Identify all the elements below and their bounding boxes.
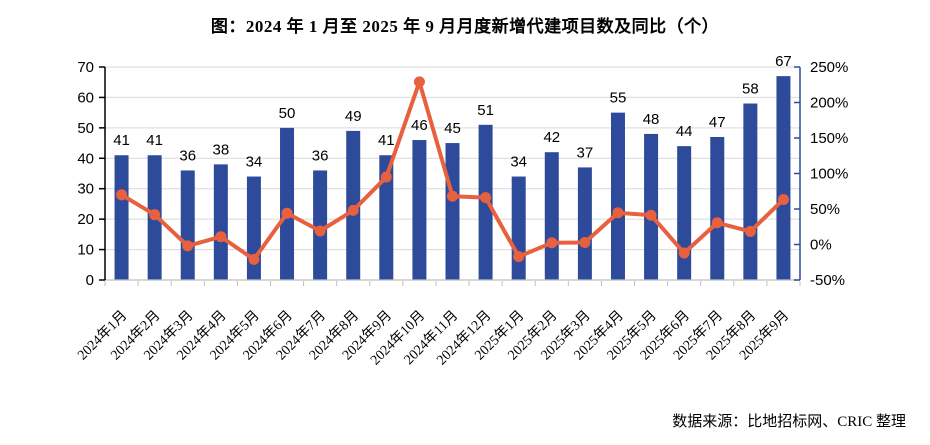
yoy-line-marker-2025年2月: [546, 237, 558, 249]
right-axis-tick-label: 100%: [810, 166, 848, 183]
yoy-line-marker-2025年7月: [711, 217, 723, 229]
right-axis-tick-label: 200%: [810, 95, 848, 112]
bar-2024年9月: [379, 155, 394, 280]
bar-value-label: 41: [146, 132, 163, 149]
yoy-line-marker-2024年3月: [182, 240, 194, 252]
yoy-line-marker-2024年6月: [281, 207, 293, 219]
data-source-note: 数据来源：比地招标网、CRIC 整理: [672, 414, 906, 430]
yoy-line-marker-2024年9月: [380, 171, 392, 183]
yoy-line-marker-2025年1月: [513, 251, 525, 263]
bar-2025年8月: [743, 103, 758, 280]
bar-value-label: 36: [312, 147, 329, 164]
yoy-line-marker-2024年1月: [116, 189, 128, 201]
bar-2024年7月: [313, 170, 328, 280]
bar-2025年2月: [544, 152, 559, 280]
bar-value-label: 47: [709, 114, 726, 131]
right-axis-tick-label: 250%: [810, 59, 848, 76]
left-axis-tick-label: 40: [77, 150, 94, 167]
bar-value-label: 34: [510, 154, 527, 171]
yoy-line-marker-2025年6月: [678, 247, 690, 259]
bar-value-label: 55: [610, 90, 627, 107]
yoy-line-marker-2024年12月: [480, 192, 492, 204]
yoy-line-marker-2024年11月: [447, 190, 458, 202]
yoy-line-marker-2025年4月: [612, 207, 624, 219]
left-axis-tick-label: 20: [77, 211, 94, 228]
bar-value-label: 37: [577, 144, 594, 161]
bar-2024年10月: [412, 140, 427, 280]
bar-value-label: 67: [775, 53, 792, 70]
left-axis-tick-label: 0: [86, 272, 94, 289]
bar-2025年9月: [776, 76, 791, 280]
bar-value-label: 41: [113, 132, 130, 149]
bar-2025年1月: [511, 176, 526, 280]
bar-value-label: 41: [378, 132, 395, 149]
yoy-line-marker-2024年2月: [149, 209, 161, 221]
bar-value-label: 36: [179, 147, 196, 164]
bar-2025年6月: [677, 146, 692, 280]
bar-value-label: 58: [742, 81, 759, 98]
bar-2024年3月: [180, 170, 195, 280]
left-axis-tick-label: 60: [77, 89, 94, 106]
right-axis-tick-label: 50%: [810, 201, 840, 218]
yoy-line-marker-2025年8月: [744, 225, 756, 237]
yoy-line-marker-2024年5月: [248, 253, 260, 265]
bar-value-label: 38: [212, 141, 229, 158]
yoy-line-marker-2025年3月: [579, 237, 591, 249]
bar-value-label: 45: [444, 120, 461, 137]
bar-2025年5月: [644, 133, 659, 280]
right-axis-tick-label: -50%: [810, 272, 845, 289]
bar-2024年11月: [445, 143, 460, 280]
bar-2025年7月: [710, 136, 725, 280]
bar-value-label: 42: [543, 129, 560, 146]
yoy-line-marker-2024年8月: [347, 204, 359, 216]
left-axis-tick-label: 10: [77, 242, 94, 259]
yoy-line-marker-2025年5月: [645, 209, 657, 221]
bar-value-label: 50: [279, 105, 296, 122]
yoy-line-marker-2025年9月: [777, 193, 789, 205]
left-axis-tick-label: 50: [77, 120, 94, 137]
yoy-line-marker-2024年10月: [413, 76, 425, 88]
bar-value-label: 44: [676, 123, 693, 140]
chart-title: 图：2024 年 1 月至 2025 年 9 月月度新增代建项目数及同比（个）: [210, 17, 720, 36]
left-axis-tick-label: 70: [77, 59, 94, 76]
bar-2025年3月: [577, 167, 592, 280]
bar-2025年4月: [610, 112, 625, 281]
right-axis-tick-label: 150%: [810, 130, 848, 147]
bar-value-label: 51: [477, 102, 494, 119]
right-axis-tick-label: 0%: [810, 237, 832, 254]
bar-value-label: 48: [643, 111, 660, 128]
left-axis-tick-label: 30: [77, 181, 94, 198]
bar-2024年4月: [213, 164, 228, 280]
bar-value-label: 46: [411, 117, 428, 134]
bar-2024年6月: [280, 127, 295, 280]
bar-value-label: 34: [246, 154, 263, 171]
yoy-line-marker-2024年7月: [314, 225, 326, 237]
yoy-line-marker-2024年4月: [215, 231, 227, 243]
bar-value-label: 49: [345, 108, 362, 125]
bar-2024年1月: [114, 155, 129, 280]
